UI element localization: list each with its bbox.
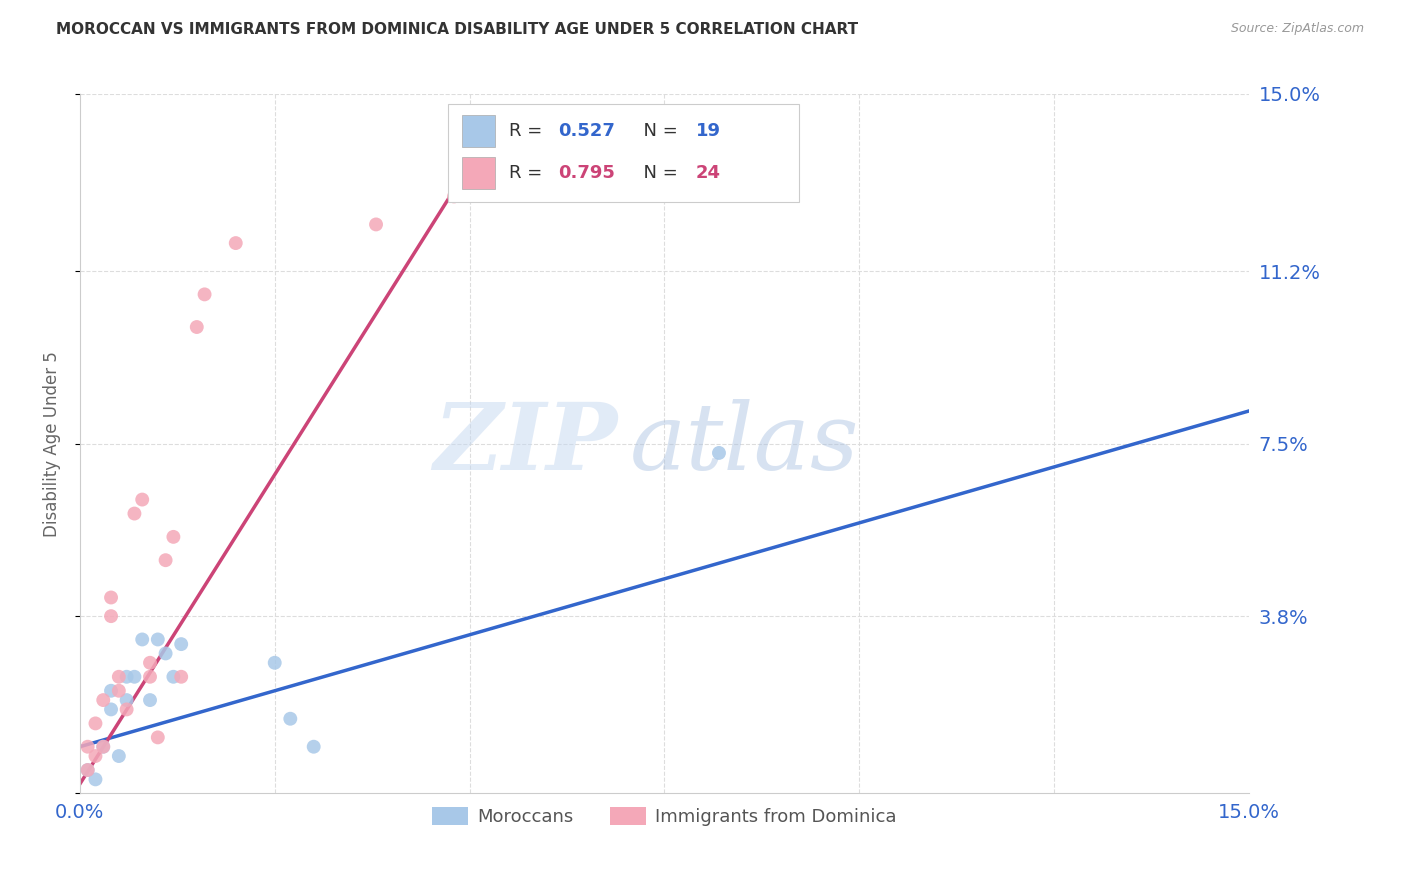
Point bbox=[100, 591, 122, 605]
Point bbox=[131, 632, 153, 647]
Point bbox=[91, 739, 114, 754]
Point bbox=[162, 530, 184, 544]
Point bbox=[155, 553, 177, 567]
Point bbox=[225, 236, 247, 251]
Text: Source: ZipAtlas.com: Source: ZipAtlas.com bbox=[1230, 22, 1364, 36]
Point bbox=[278, 712, 301, 726]
Point bbox=[108, 683, 131, 698]
Point bbox=[443, 189, 465, 203]
Point bbox=[124, 507, 146, 521]
Point bbox=[115, 702, 138, 716]
Text: 0.527: 0.527 bbox=[558, 122, 614, 140]
FancyBboxPatch shape bbox=[463, 157, 495, 188]
Point bbox=[91, 693, 114, 707]
FancyBboxPatch shape bbox=[463, 115, 495, 146]
Point bbox=[139, 670, 162, 684]
FancyBboxPatch shape bbox=[449, 104, 799, 202]
Text: MOROCCAN VS IMMIGRANTS FROM DOMINICA DISABILITY AGE UNDER 5 CORRELATION CHART: MOROCCAN VS IMMIGRANTS FROM DOMINICA DIS… bbox=[56, 22, 859, 37]
Point bbox=[108, 670, 131, 684]
Text: N =: N = bbox=[631, 164, 683, 182]
Y-axis label: Disability Age Under 5: Disability Age Under 5 bbox=[44, 351, 60, 537]
Point bbox=[124, 670, 146, 684]
Legend: Moroccans, Immigrants from Dominica: Moroccans, Immigrants from Dominica bbox=[425, 799, 904, 833]
Point bbox=[162, 670, 184, 684]
Point bbox=[100, 683, 122, 698]
Point bbox=[139, 693, 162, 707]
Point bbox=[170, 637, 193, 651]
Point bbox=[76, 739, 98, 754]
Point bbox=[194, 287, 217, 301]
Point bbox=[146, 731, 169, 745]
Text: R =: R = bbox=[509, 122, 548, 140]
Point bbox=[76, 763, 98, 777]
Point bbox=[139, 656, 162, 670]
Text: N =: N = bbox=[631, 122, 683, 140]
Point bbox=[707, 446, 730, 460]
Point bbox=[263, 656, 285, 670]
Point bbox=[108, 749, 131, 764]
Point bbox=[115, 670, 138, 684]
Text: 24: 24 bbox=[696, 164, 721, 182]
Text: 19: 19 bbox=[696, 122, 721, 140]
Text: ZIP: ZIP bbox=[433, 399, 617, 489]
Point bbox=[84, 749, 107, 764]
Point bbox=[84, 772, 107, 787]
Point bbox=[100, 609, 122, 624]
Point bbox=[115, 693, 138, 707]
Point bbox=[146, 632, 169, 647]
Point bbox=[170, 670, 193, 684]
Point bbox=[100, 702, 122, 716]
Point bbox=[76, 763, 98, 777]
Point bbox=[91, 739, 114, 754]
Text: 0.795: 0.795 bbox=[558, 164, 614, 182]
Text: atlas: atlas bbox=[630, 399, 859, 489]
Point bbox=[364, 218, 387, 232]
Point bbox=[131, 492, 153, 507]
Point bbox=[302, 739, 325, 754]
Text: R =: R = bbox=[509, 164, 548, 182]
Point bbox=[84, 716, 107, 731]
Point bbox=[186, 320, 208, 334]
Point bbox=[155, 647, 177, 661]
